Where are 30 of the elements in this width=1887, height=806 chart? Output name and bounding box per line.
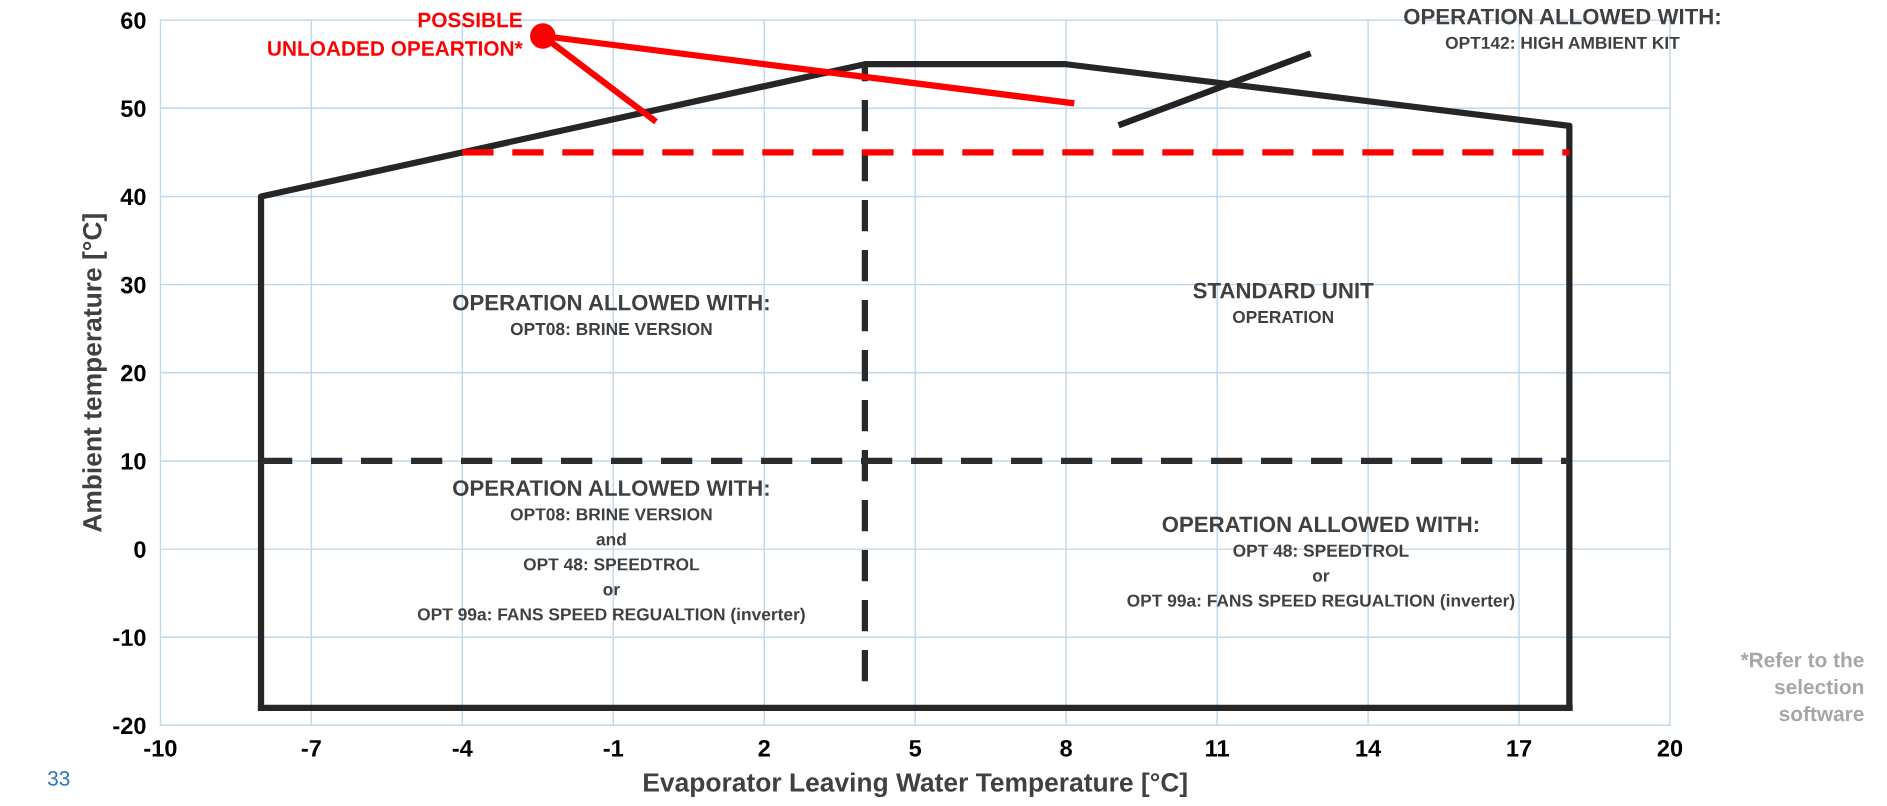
annotation: OPERATION ALLOWED WITH: OPT142: HIGH AMBIENT KIT — [1404, 8, 1720, 50]
y-tick-label: 10 — [121, 453, 146, 470]
y-axis-title: Ambient temperature [°C] — [82, 214, 107, 533]
annotation: STANDARD UNIT OPERATION — [1193, 282, 1374, 324]
annotation: OPERATION ALLOWED WITH: OPT08: BRINE VERSION — [453, 294, 769, 336]
text: *Refer to the selection software — [1740, 652, 1864, 722]
x-axis-title: Evaporator Leaving Water Temperature [°C] — [644, 772, 1187, 798]
x-tick-label: 2 — [758, 739, 770, 757]
text: 33 — [47, 771, 70, 786]
y-tick-label: 40 — [120, 188, 146, 206]
y-tick-label: -20 — [113, 717, 146, 735]
annotation: OPERATION ALLOWED WITH: OPT 48: SPEEDTROL or OPT 99a: FANS SPEED REGUALTION (inverter) — [1127, 516, 1515, 611]
series-label: POSSIBLE UNLOADED OPEARTION* — [268, 12, 523, 56]
x-tick-label: -1 — [603, 740, 624, 757]
y-tick-label: 50 — [120, 100, 146, 118]
y-tick-label: -10 — [113, 629, 146, 647]
y-tick-label: 30 — [120, 276, 146, 294]
y-tick-label: 20 — [121, 364, 146, 382]
x-tick-label: 20 — [1657, 739, 1683, 757]
annotation: OPERATION ALLOWED WITH: OPT08: BRINE VERSION and OPT 48: SPEEDTROL or OPT 99a: FANS SPEED REGUALTION (inverter) — [417, 480, 805, 624]
x-tick-label: -10 — [144, 739, 177, 757]
y-tick-label: 0 — [134, 541, 146, 558]
x-tick-label: 14 — [1356, 740, 1382, 757]
x-tick-label: 8 — [1060, 739, 1072, 757]
y-tick-label: 60 — [121, 12, 146, 29]
x-tick-label: -7 — [301, 740, 321, 757]
x-tick-label: 5 — [909, 740, 922, 757]
x-tick-label: -4 — [452, 740, 473, 757]
x-tick-label: 17 — [1507, 740, 1532, 757]
x-tick-label: 11 — [1206, 740, 1229, 757]
